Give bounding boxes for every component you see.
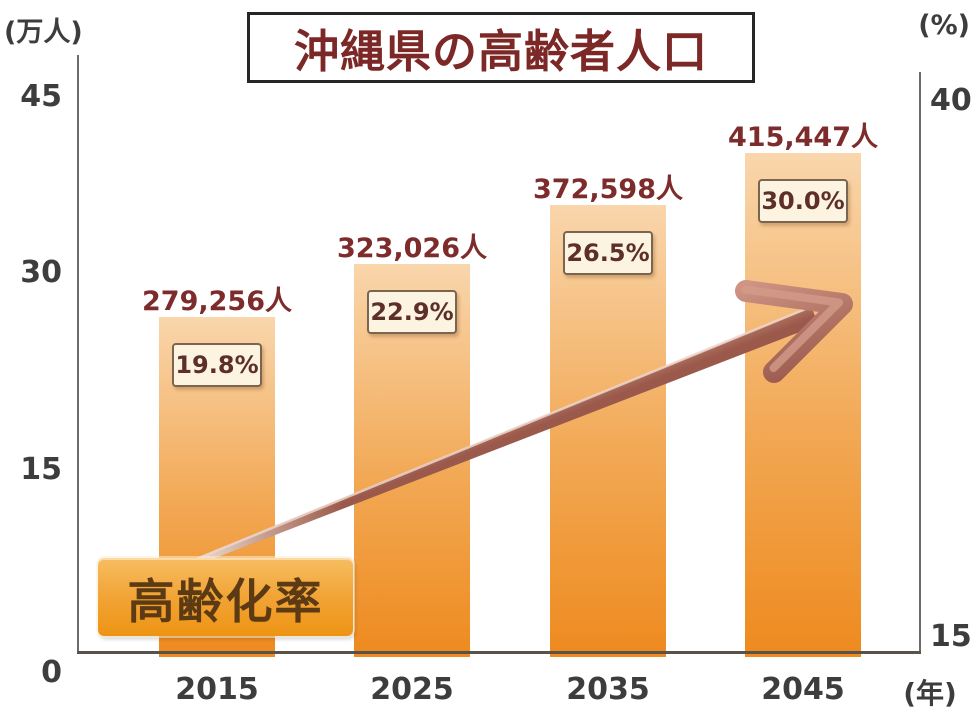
left-axis-unit: (万人) xyxy=(4,17,83,48)
rate-label: 19.8% xyxy=(175,351,259,379)
rate-badge-2035: 26.5% xyxy=(563,231,653,275)
bar-value-label: 323,026人 xyxy=(337,233,487,264)
rate-badge-2025: 22.9% xyxy=(367,290,457,334)
right-axis-unit: (%) xyxy=(918,10,970,41)
right-y-axis-line xyxy=(919,72,921,652)
right-tick-40: 40 xyxy=(930,83,972,118)
aging-rate-label-box: 高齢化率 xyxy=(98,558,353,636)
left-tick-30: 30 xyxy=(20,255,62,290)
x-label-2025: 2025 xyxy=(370,672,454,707)
bar-value-label: 415,447人 xyxy=(728,122,878,153)
bar-value-label: 279,256人 xyxy=(142,286,292,317)
left-tick-0: 0 xyxy=(41,655,62,690)
rate-label: 30.0% xyxy=(761,187,845,215)
left-tick-45: 45 xyxy=(20,79,62,114)
x-label-2035: 2035 xyxy=(566,672,650,707)
aging-rate-label: 高齢化率 xyxy=(127,574,324,630)
bar-value-label: 372,598人 xyxy=(533,174,683,205)
rate-badge-2045: 30.0% xyxy=(758,179,848,223)
right-tick-15: 15 xyxy=(930,619,972,654)
rate-badge-2015: 19.8% xyxy=(172,343,262,387)
chart-title: 沖縄県の高齢者人口 xyxy=(293,25,708,78)
chart-title-box: 沖縄県の高齢者人口 xyxy=(247,12,755,83)
x-label-2045: 2045 xyxy=(761,672,845,707)
left-y-axis-line xyxy=(77,55,79,652)
rate-label: 26.5% xyxy=(566,239,650,267)
left-tick-15: 15 xyxy=(20,452,62,487)
bar-2045 xyxy=(745,153,861,657)
x-axis-line xyxy=(77,651,921,654)
x-axis-unit: (年) xyxy=(903,677,957,710)
x-label-2015: 2015 xyxy=(175,672,259,707)
rate-label: 22.9% xyxy=(370,298,454,326)
